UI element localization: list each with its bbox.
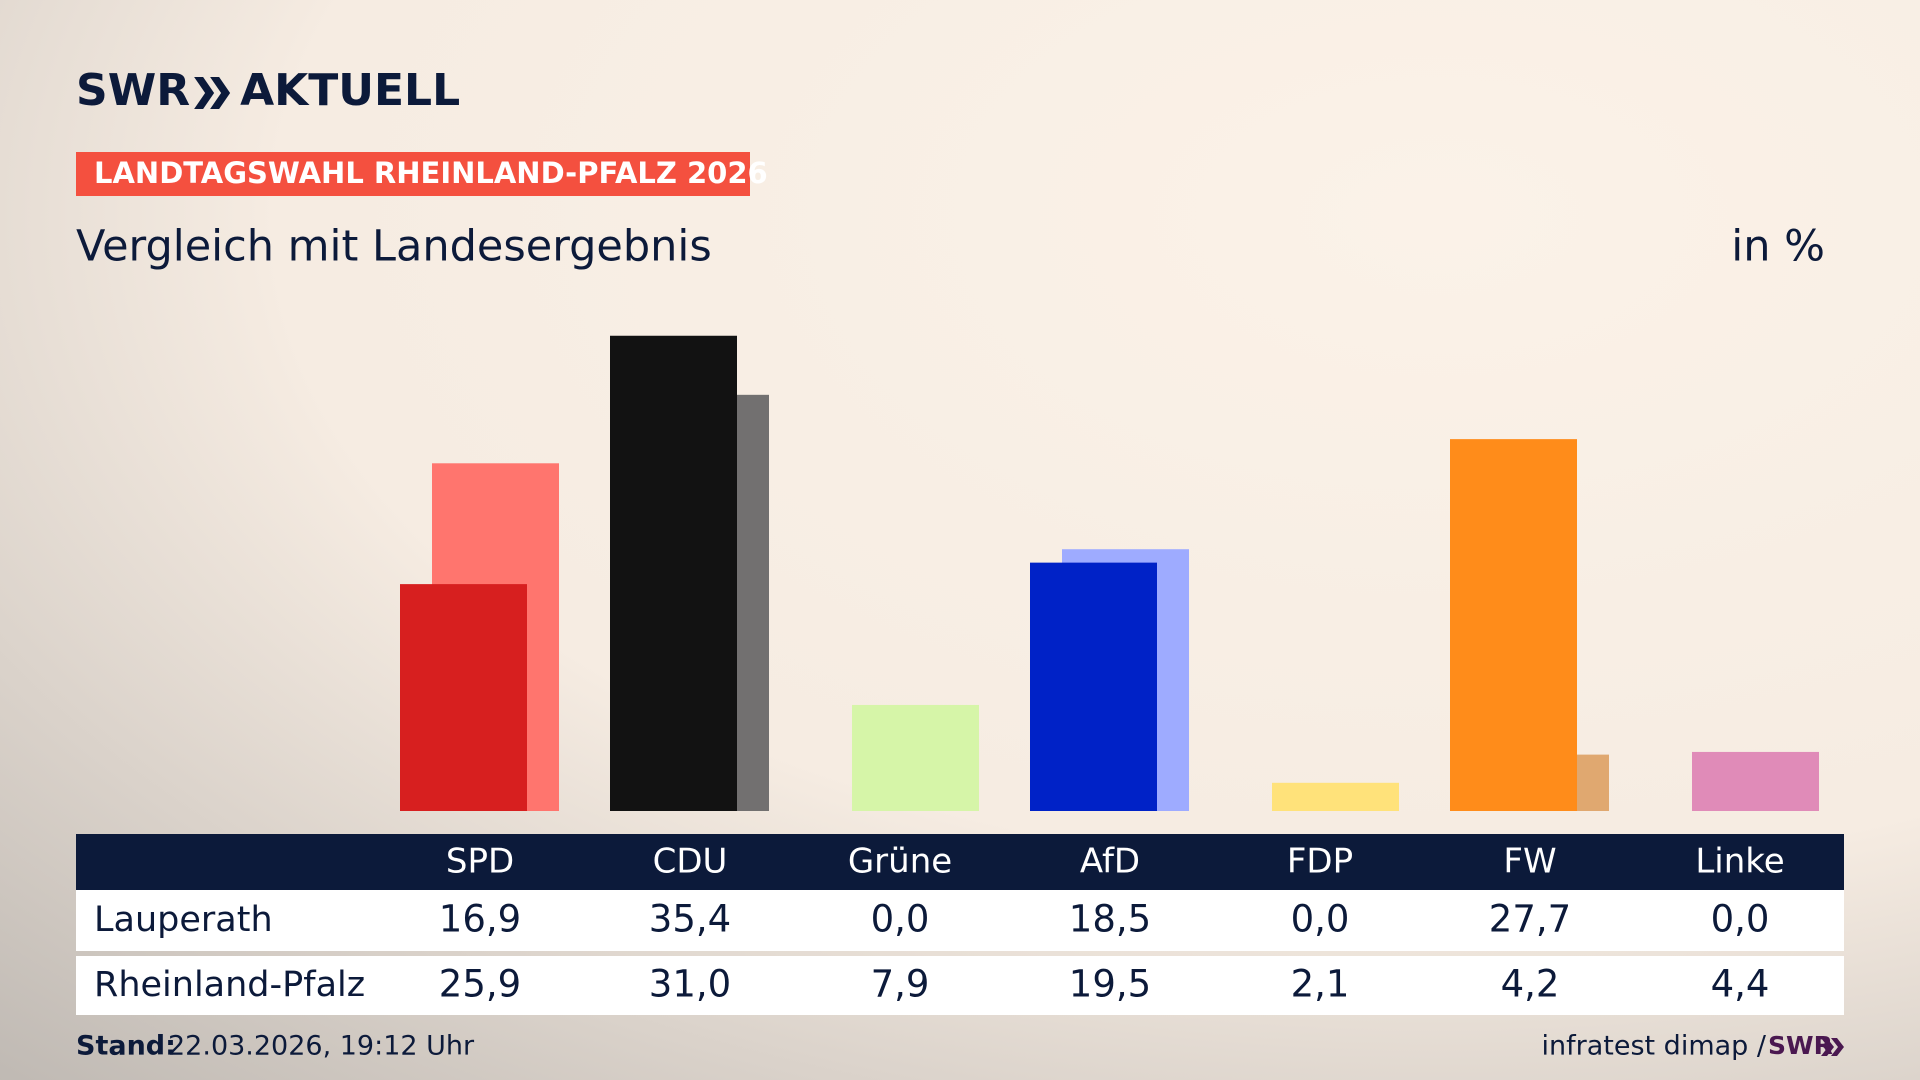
cell: 31,0: [649, 963, 731, 1006]
cell: 18,5: [1069, 898, 1151, 941]
column-header: Grüne: [848, 842, 952, 882]
cell: 2,1: [1291, 963, 1350, 1006]
bar: [852, 704, 979, 811]
row-label: Lauperath: [94, 900, 273, 940]
stand: 22.03.2026, 19:12 Uhr: [168, 1031, 475, 1062]
source: infratest dimap /: [1541, 1031, 1766, 1062]
row-label: Rheinland-Pfalz: [94, 965, 365, 1005]
cell: 0,0: [1291, 898, 1350, 941]
cell: 19,5: [1069, 963, 1151, 1006]
bar: [400, 584, 527, 811]
bar: [1450, 439, 1577, 811]
cell: 35,4: [649, 898, 731, 941]
column-header: AfD: [1080, 842, 1140, 882]
column-header: FW: [1503, 842, 1556, 882]
table-header: [76, 834, 1844, 890]
footer-chevrons: [1821, 1038, 1844, 1056]
cell: 25,9: [439, 963, 521, 1006]
cell: 27,7: [1489, 898, 1571, 941]
cell: 4,4: [1711, 963, 1770, 1006]
column-header: FDP: [1287, 842, 1353, 882]
column-header: CDU: [653, 842, 728, 882]
cell: 16,9: [439, 898, 521, 941]
brand: AKTUELL: [240, 65, 460, 116]
table-row: [76, 956, 1844, 1015]
bar: [1272, 782, 1399, 811]
badge: LANDTAGSWAHL RHEINLAND-PFALZ 2026: [94, 156, 768, 190]
cell: 0,0: [871, 898, 930, 941]
stand-label: Stand:: [76, 1031, 176, 1062]
column-header: SPD: [446, 842, 514, 882]
table-row: [76, 890, 1844, 951]
badge-bg: [76, 152, 750, 196]
chart-title: Vergleich mit Landesergebnis: [76, 222, 712, 272]
bar: [1030, 562, 1157, 811]
bar: [1692, 751, 1819, 811]
unit: in %: [1731, 222, 1825, 272]
logo: SWR: [76, 65, 190, 116]
cell: 7,9: [871, 963, 930, 1006]
bar: [610, 335, 737, 811]
logo-chevrons: [194, 77, 231, 109]
cell: 0,0: [1711, 898, 1770, 941]
column-header: Linke: [1695, 842, 1784, 882]
cell: 4,2: [1501, 963, 1560, 1006]
